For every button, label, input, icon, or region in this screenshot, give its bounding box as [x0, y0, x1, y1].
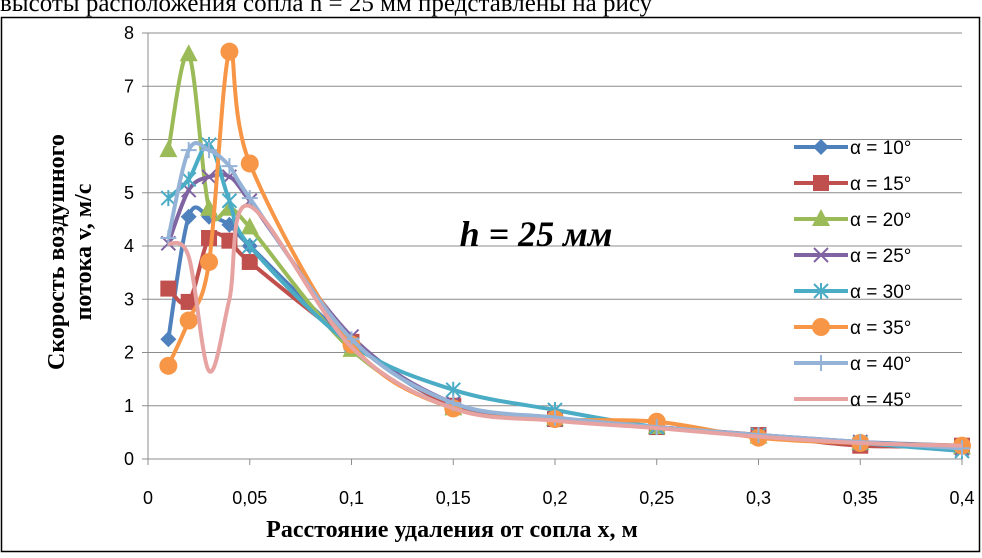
legend-item: α = 35° [794, 318, 911, 339]
legend-marker [813, 247, 829, 263]
legend-item: α = 20° [794, 209, 911, 231]
series-layer [159, 42, 971, 460]
data-point [160, 331, 177, 348]
annotation-h: h = 25 мм [460, 214, 613, 254]
legend-label: α = 30° [850, 282, 911, 303]
legend-marker [812, 318, 830, 336]
data-point [241, 253, 258, 270]
legend-marker [813, 283, 829, 299]
axes [142, 32, 963, 465]
y-tick-label: 3 [124, 289, 134, 309]
x-tick-label: 0,1 [339, 488, 364, 508]
data-point [221, 192, 238, 209]
y-axis-title-line2: потока v, м/с [71, 183, 97, 320]
legend-item: α = 40° [794, 354, 911, 375]
data-point [241, 190, 258, 207]
y-tick-label: 6 [124, 130, 134, 150]
x-tick-label: 0,25 [639, 488, 674, 508]
legend-item: α = 25° [794, 246, 911, 267]
y-axis-title: Скорость воздушного [44, 134, 70, 370]
data-point [160, 280, 177, 297]
data-point [240, 154, 259, 173]
x-tick-label: 0,35 [843, 488, 878, 508]
legend-label: α = 35° [850, 318, 911, 339]
data-point [180, 208, 197, 225]
data-point [201, 230, 218, 247]
data-point [180, 171, 197, 188]
y-tick-label: 1 [124, 396, 134, 416]
data-point [221, 158, 238, 175]
data-point [954, 440, 970, 457]
legend-label: α = 10° [850, 138, 911, 159]
y-tick-label: 4 [124, 236, 134, 256]
legend-item: α = 10° [794, 138, 911, 159]
y-tick-label: 2 [124, 343, 134, 363]
tick-labels: 0 1 2 3 4 5 6 7 8 0 0,05 0,1 0,15 0,2 0,25 0,3 0,35 0,4 [124, 23, 975, 508]
page-top-text: высоты расположения сопла h = 25 мм пред… [0, 0, 653, 17]
series-8 [167, 203, 963, 448]
legend-marker [813, 175, 829, 191]
data-point [242, 238, 258, 254]
legend-label: α = 45° [850, 390, 911, 411]
x-axis-title: Расстояние удаления от сопла x, м [266, 517, 638, 543]
data-point [547, 409, 563, 426]
legend: α = 10° α = 15° α = 20° α = 25° α = 30° α = 3… [794, 138, 911, 411]
data-point [200, 252, 219, 271]
legend-item: α = 30° [794, 282, 911, 303]
y-axis-title-2: потока v, м/с [71, 183, 97, 320]
y-tick-label: 0 [124, 449, 134, 469]
legend-item: α = 45° [794, 390, 911, 411]
x-tick-label: 0,05 [232, 488, 267, 508]
x-tick-label: 0,4 [949, 488, 974, 508]
x-tick-label: 0,3 [746, 488, 771, 508]
series-line [167, 203, 963, 448]
legend-label: α = 15° [850, 174, 911, 195]
legend-marker [813, 355, 829, 371]
data-point [159, 356, 178, 375]
y-tick-label: 5 [124, 183, 134, 203]
legend-label: α = 40° [850, 354, 911, 375]
legend-label: α = 25° [850, 246, 911, 267]
data-point [180, 293, 197, 310]
data-point [159, 140, 178, 158]
x-tick-label: 0,15 [436, 488, 471, 508]
legend-marker [813, 139, 829, 155]
data-point [179, 311, 198, 330]
data-point [160, 190, 177, 207]
data-point [220, 42, 239, 61]
legend-marker [812, 209, 830, 226]
data-point [201, 142, 218, 159]
x-tick-label: 0,2 [542, 488, 567, 508]
data-point [240, 217, 259, 235]
data-point [201, 169, 217, 185]
data-point [180, 142, 197, 159]
legend-item: α = 15° [794, 174, 911, 195]
y-tick-label: 7 [124, 76, 134, 96]
legend-label: α = 20° [850, 210, 911, 231]
y-tick-label: 8 [124, 23, 134, 43]
y-axis-title-line1: Скорость воздушного [44, 134, 70, 370]
x-tick-label: 0 [143, 488, 153, 508]
data-point [179, 44, 198, 62]
